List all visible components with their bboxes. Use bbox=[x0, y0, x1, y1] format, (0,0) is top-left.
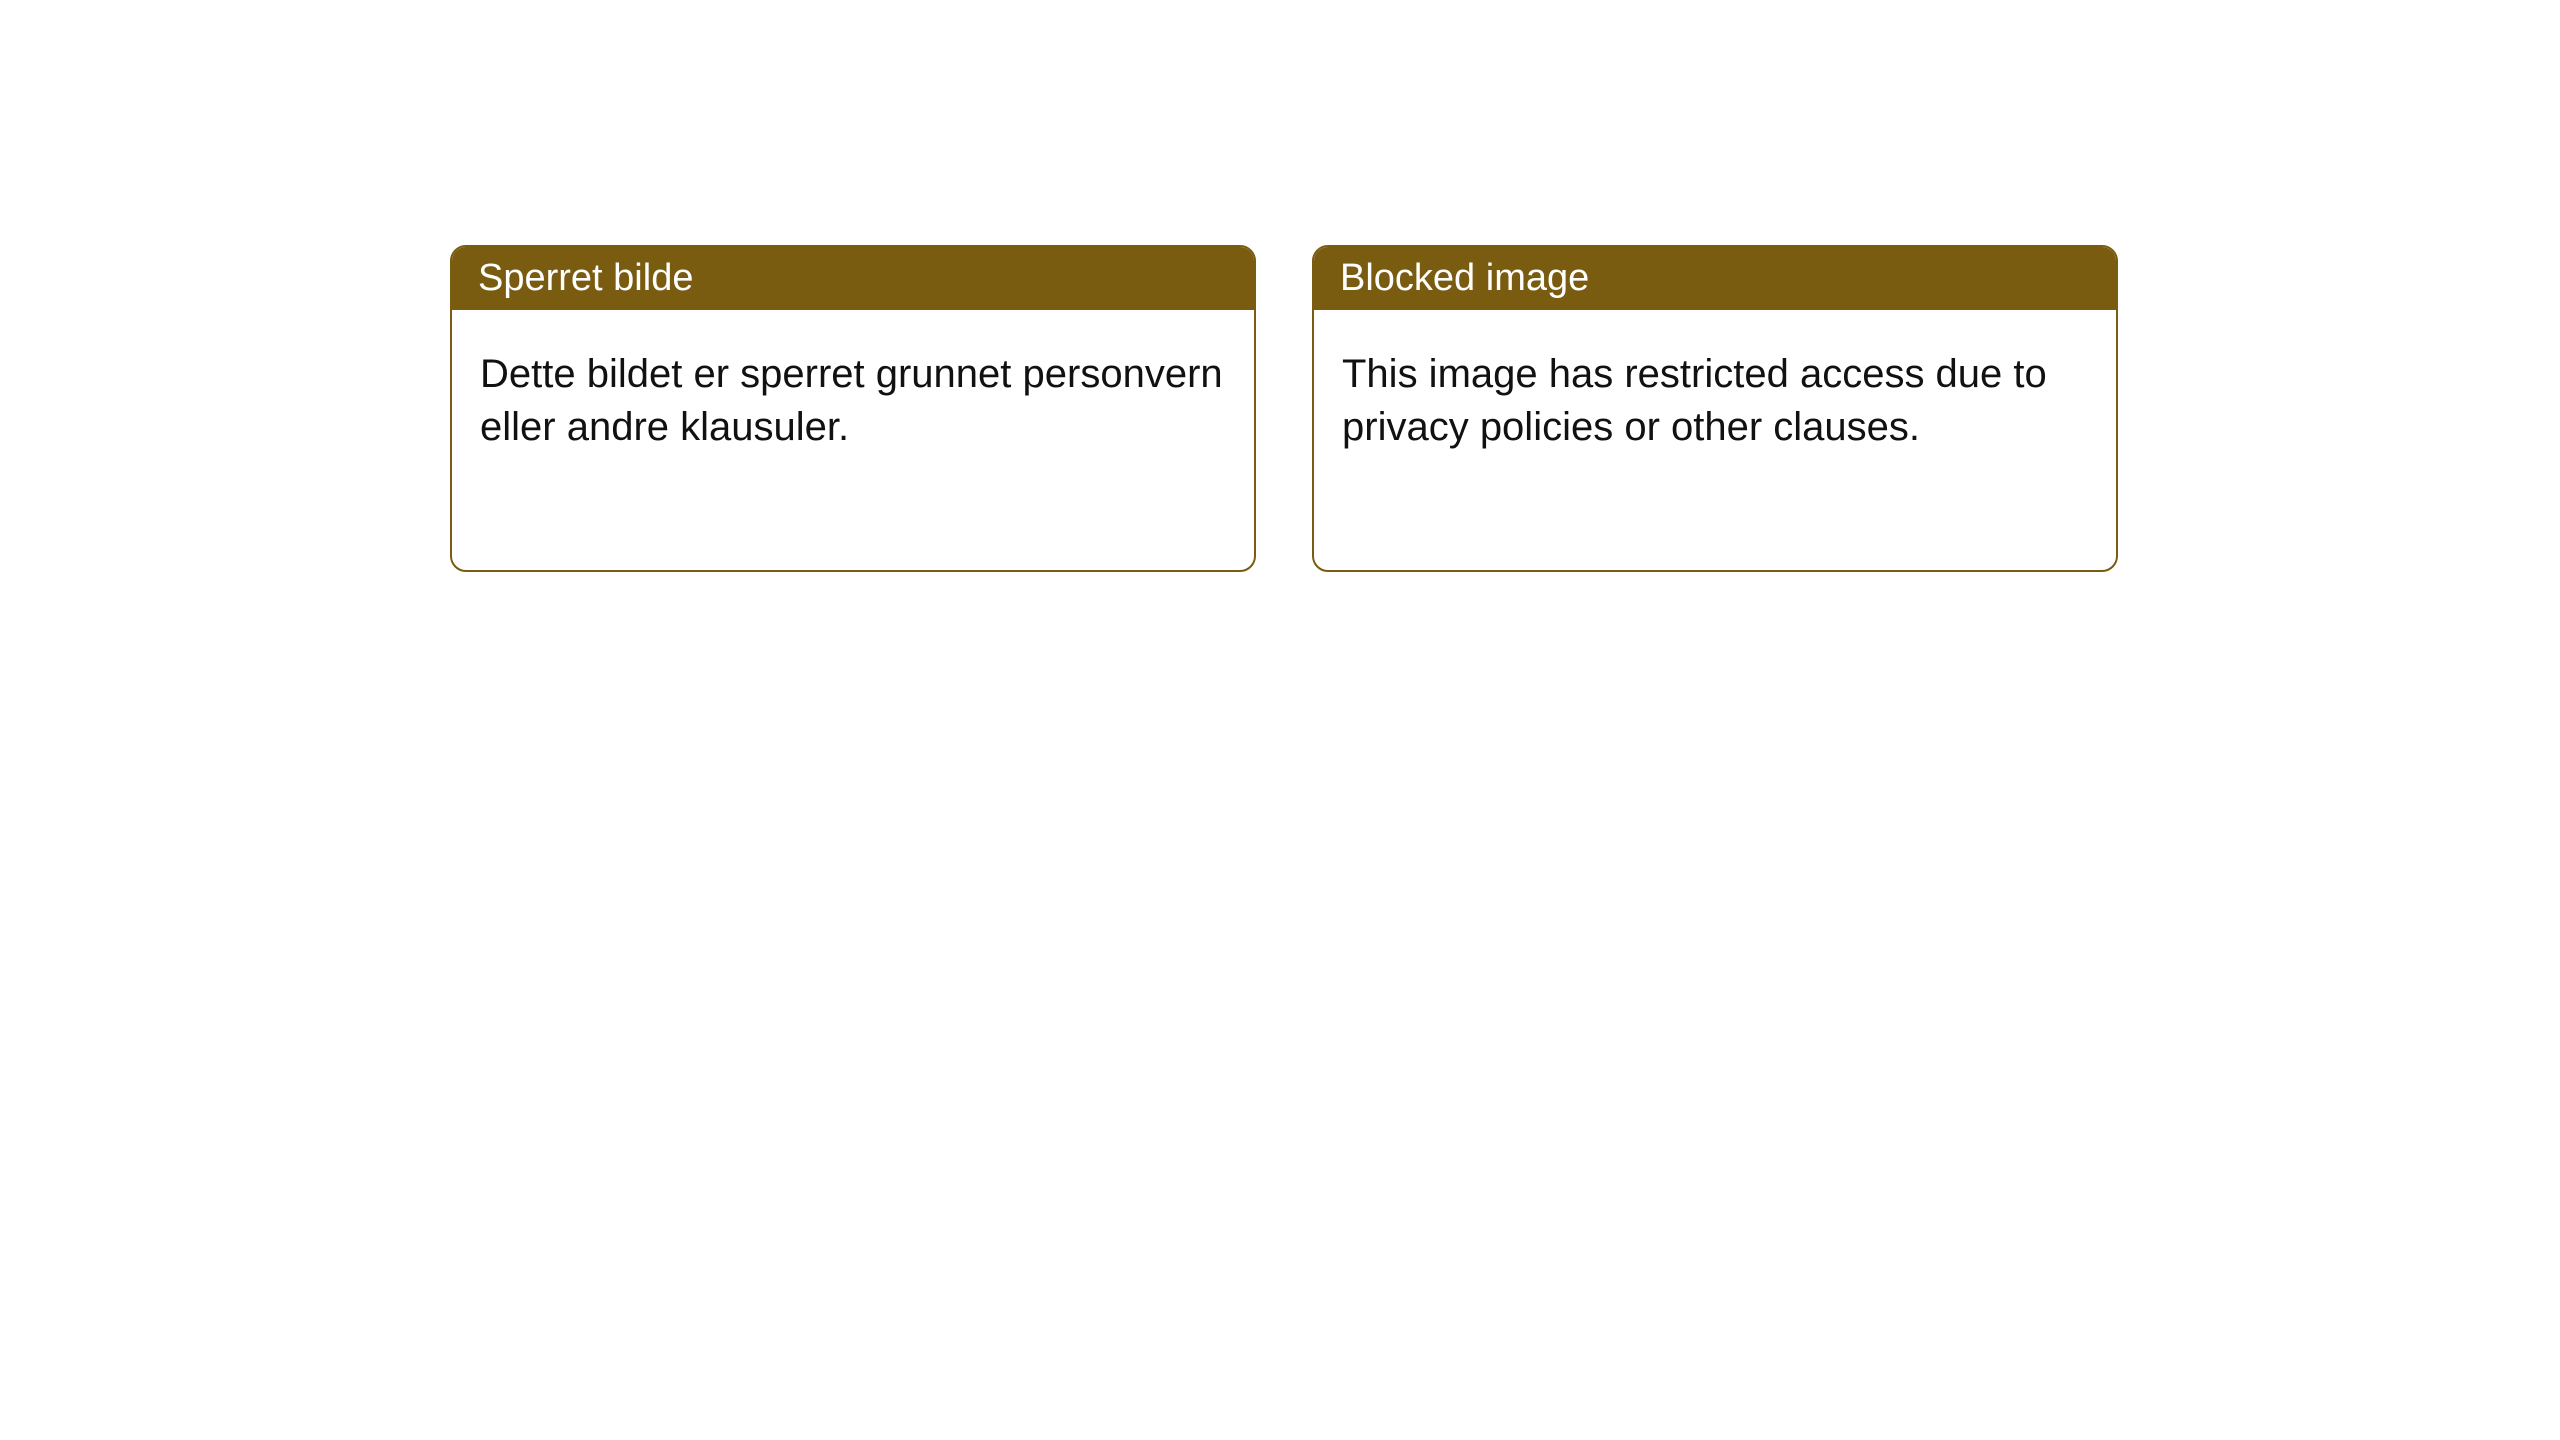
card-body: This image has restricted access due to … bbox=[1314, 310, 2116, 570]
notice-card-english: Blocked image This image has restricted … bbox=[1312, 245, 2118, 572]
card-header: Sperret bilde bbox=[452, 247, 1254, 310]
card-body: Dette bildet er sperret grunnet personve… bbox=[452, 310, 1254, 570]
card-body-text: This image has restricted access due to … bbox=[1342, 352, 2047, 449]
card-title: Blocked image bbox=[1340, 257, 1589, 299]
notice-cards-container: Sperret bilde Dette bildet er sperret gr… bbox=[450, 245, 2118, 572]
card-header: Blocked image bbox=[1314, 247, 2116, 310]
card-body-text: Dette bildet er sperret grunnet personve… bbox=[480, 352, 1223, 449]
notice-card-norwegian: Sperret bilde Dette bildet er sperret gr… bbox=[450, 245, 1256, 572]
card-title: Sperret bilde bbox=[478, 257, 693, 299]
